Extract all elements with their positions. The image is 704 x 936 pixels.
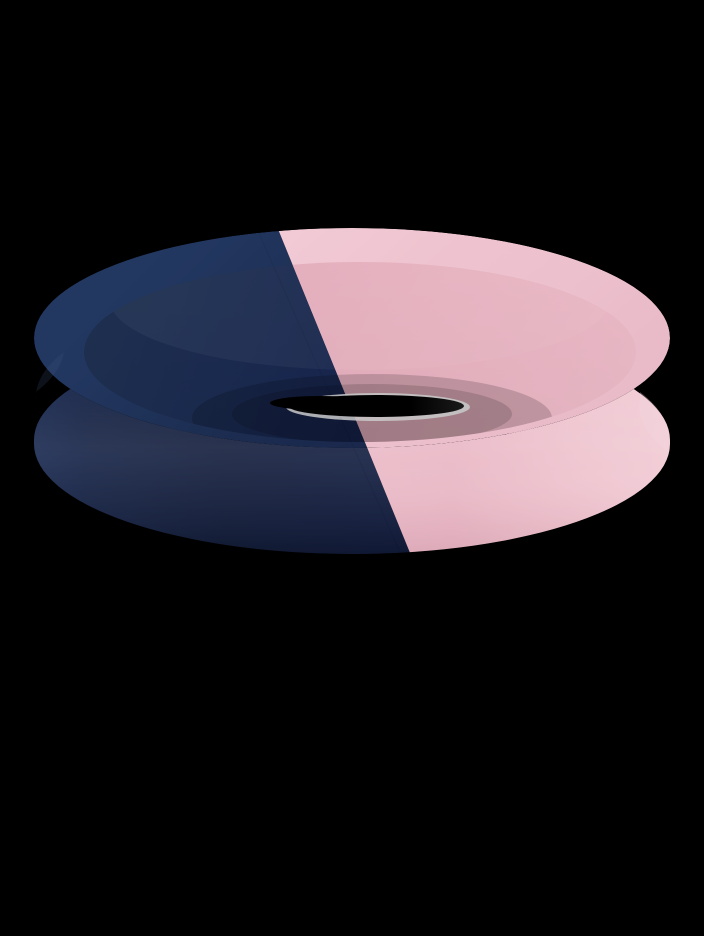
center-hole — [270, 393, 470, 421]
left-edge-rimlight — [35, 344, 65, 400]
outer-wall-sheen — [34, 338, 670, 554]
color-split-seam — [257, 230, 445, 653]
right-edge-specular — [639, 392, 669, 452]
band-outer-wall — [34, 338, 670, 554]
center-hole-core — [270, 396, 370, 410]
base-contact-shadow — [52, 632, 652, 664]
rim-light-layer — [35, 344, 669, 452]
